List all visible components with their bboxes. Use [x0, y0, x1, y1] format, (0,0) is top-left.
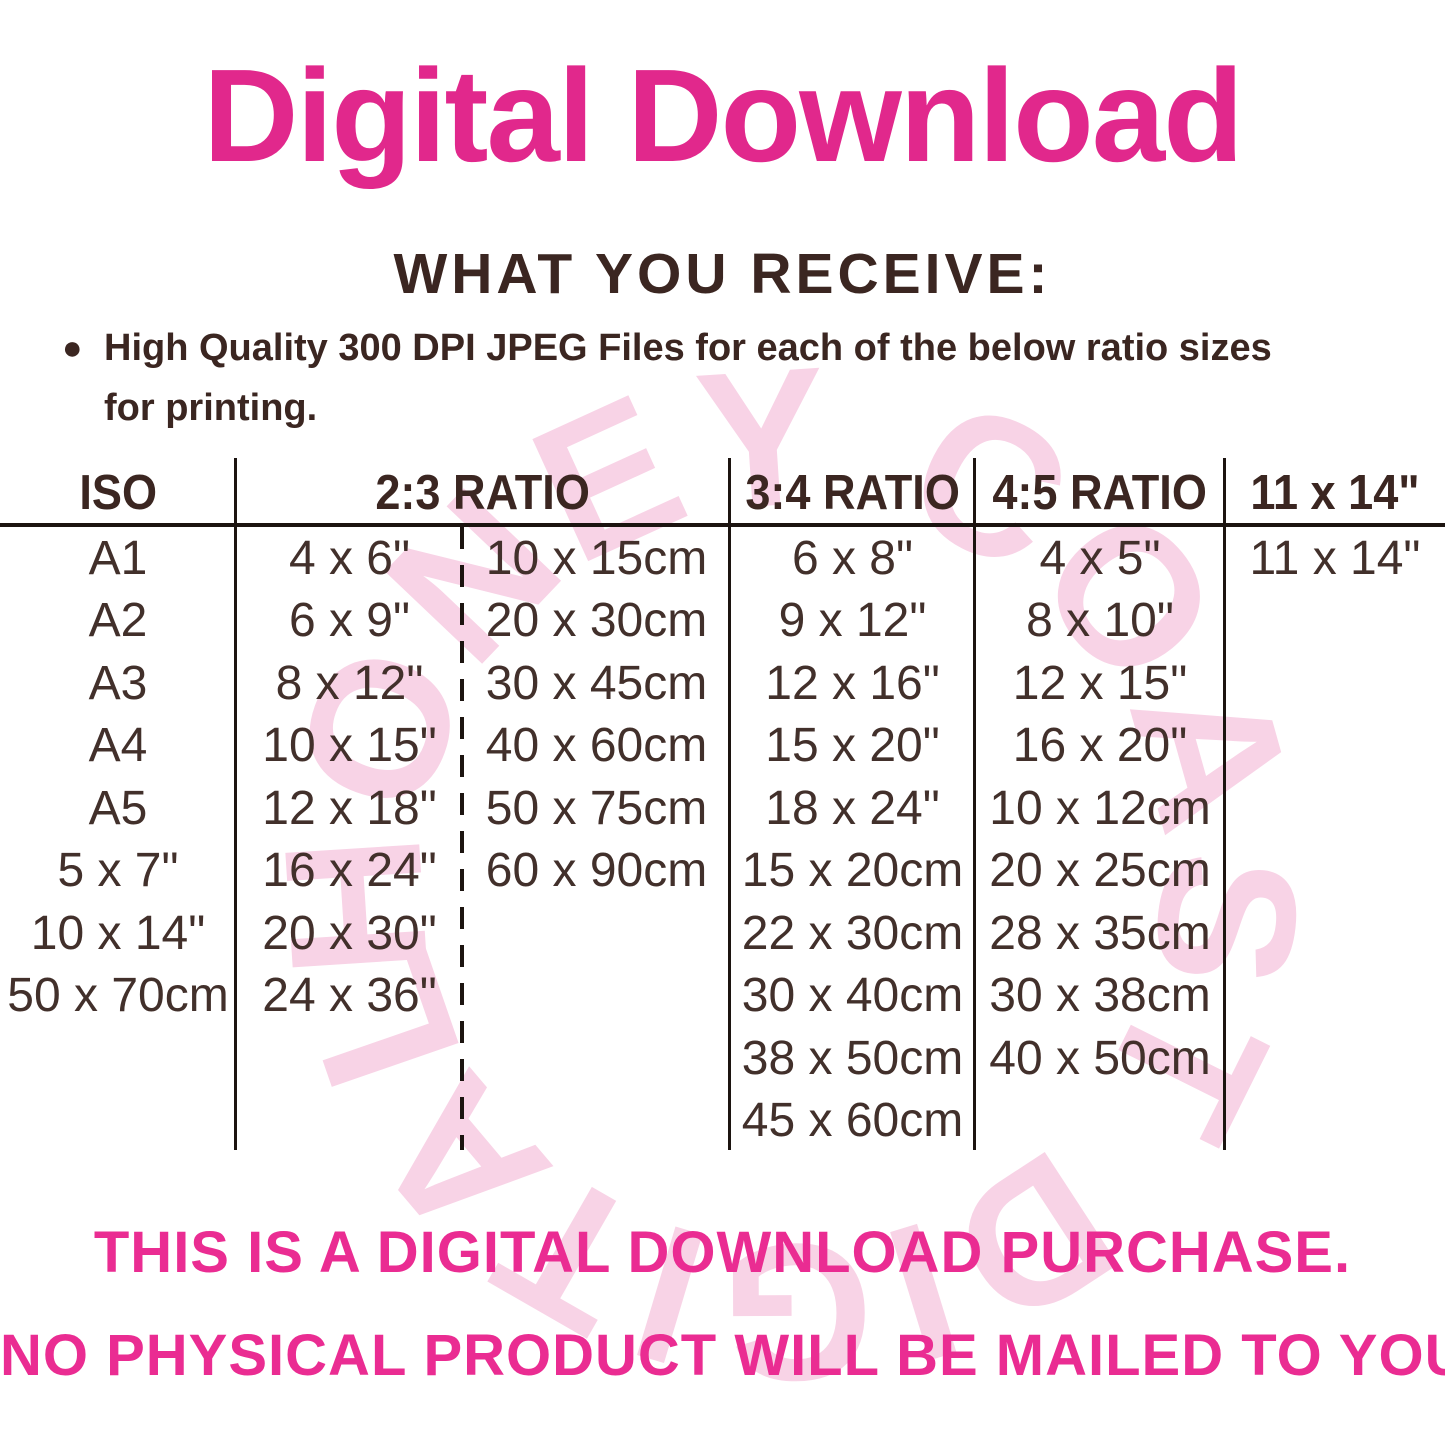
- header-4-5-ratio: 4:5 RATIO: [992, 465, 1208, 520]
- table-cell: [1225, 652, 1445, 715]
- table-cell: [1225, 777, 1445, 840]
- table-cell: [463, 1027, 730, 1090]
- table-divider-45: [973, 458, 976, 1150]
- table-cell: A1: [88, 531, 148, 585]
- table-cell: [975, 1090, 1225, 1153]
- table-cell: 30 x 40cm: [741, 969, 964, 1023]
- table-cell: 15 x 20": [765, 719, 940, 773]
- table-cell: [1225, 590, 1445, 653]
- table-divider-dashed-23: [460, 527, 464, 1150]
- table-cell: [1225, 1090, 1445, 1153]
- table-cell: [0, 1090, 236, 1153]
- digital-purchase-notice: THIS IS A DIGITAL DOWNLOAD PURCHASE.: [93, 1220, 1352, 1285]
- table-cell: 12 x 18": [262, 781, 437, 835]
- table-cell: A3: [88, 656, 148, 710]
- table-cell: 20 x 30": [262, 906, 437, 960]
- table-cell: 40 x 60cm: [485, 719, 708, 773]
- table-cell: [463, 965, 730, 1028]
- table-cell: 22 x 30cm: [741, 906, 964, 960]
- table-cell: [463, 902, 730, 965]
- table-cell: 12 x 15": [1012, 656, 1188, 710]
- header-2-3-ratio: 2:3 RATIO: [375, 465, 591, 520]
- table-cell: A4: [88, 719, 148, 773]
- table-cell: 16 x 24": [262, 844, 437, 898]
- table-cell: [463, 1090, 730, 1153]
- table-cell: 40 x 50cm: [989, 1031, 1211, 1085]
- table-cell: [236, 1027, 463, 1090]
- table-cell: 20 x 30cm: [485, 594, 708, 648]
- bullet-text: High Quality 300 DPI JPEG Files for each…: [104, 318, 1392, 438]
- table-cell: 9 x 12": [778, 594, 927, 648]
- table-divider-iso: [234, 458, 237, 1150]
- table-cell: 50 x 75cm: [485, 781, 708, 835]
- receive-bullet: ● High Quality 300 DPI JPEG Files for ea…: [62, 318, 1392, 438]
- table-cell: 4 x 5": [1039, 531, 1161, 585]
- table-cell: 38 x 50cm: [741, 1031, 964, 1085]
- table-cell: 16 x 20": [1012, 719, 1188, 773]
- table-cell: 30 x 38cm: [989, 969, 1211, 1023]
- table-cell: [236, 1090, 463, 1153]
- table-cell: 10 x 15": [262, 719, 437, 773]
- table-cell: 5 x 7": [57, 844, 179, 898]
- table-cell: [1225, 1027, 1445, 1090]
- table-cell: 8 x 12": [275, 656, 424, 710]
- table-cell: 18 x 24": [765, 781, 940, 835]
- table-divider-1114: [1223, 458, 1226, 1150]
- table-cell: 11 x 14": [1249, 531, 1421, 585]
- table-cell: [1225, 902, 1445, 965]
- header-3-4-ratio: 3:4 RATIO: [745, 465, 960, 520]
- header-11x14: 11 x 14": [1250, 465, 1420, 520]
- size-table: ISO 2:3 RATIO 3:4 RATIO 4:5 RATIO 11 x 1…: [0, 458, 1445, 1152]
- table-cell: [1225, 840, 1445, 903]
- table-cell: 60 x 90cm: [485, 844, 708, 898]
- table-cell: 50 x 70cm: [7, 969, 229, 1023]
- table-cell: [1225, 965, 1445, 1028]
- table-cell: 6 x 8": [791, 531, 914, 585]
- table-cell: 10 x 12cm: [989, 781, 1211, 835]
- table-cell: [0, 1027, 236, 1090]
- table-cell: A5: [88, 781, 148, 835]
- receive-heading: WHAT YOU RECEIVE:: [393, 242, 1052, 306]
- bullet-text-line1: High Quality 300 DPI JPEG Files for each…: [104, 327, 1272, 369]
- table-cell: 15 x 20cm: [741, 844, 964, 898]
- bullet-text-line2: for printing.: [104, 387, 318, 429]
- no-physical-product-notice: NO PHYSICAL PRODUCT WILL BE MAILED TO YO…: [0, 1323, 1445, 1388]
- table-cell: 24 x 36": [262, 969, 437, 1023]
- bullet-dot-icon: ●: [62, 329, 83, 367]
- table-cell: 30 x 45cm: [485, 656, 708, 710]
- table-cell: 4 x 6": [288, 531, 411, 585]
- table-cell: 45 x 60cm: [741, 1094, 964, 1148]
- page-title: Digital Download: [203, 42, 1244, 189]
- header-iso: ISO: [79, 465, 157, 520]
- table-cell: 28 x 35cm: [989, 906, 1211, 960]
- table-cell: 8 x 10": [1026, 594, 1174, 648]
- table-cell: 20 x 25cm: [989, 844, 1211, 898]
- table-cell: 12 x 16": [765, 656, 940, 710]
- table-cell: 6 x 9": [288, 594, 411, 648]
- table-header-rule: [0, 523, 1445, 527]
- table-cell: 10 x 14": [30, 906, 206, 960]
- table-cell: [1225, 715, 1445, 778]
- table-cell: A2: [88, 594, 148, 648]
- table-cell: 10 x 15cm: [485, 531, 708, 585]
- table-divider-34: [728, 458, 731, 1150]
